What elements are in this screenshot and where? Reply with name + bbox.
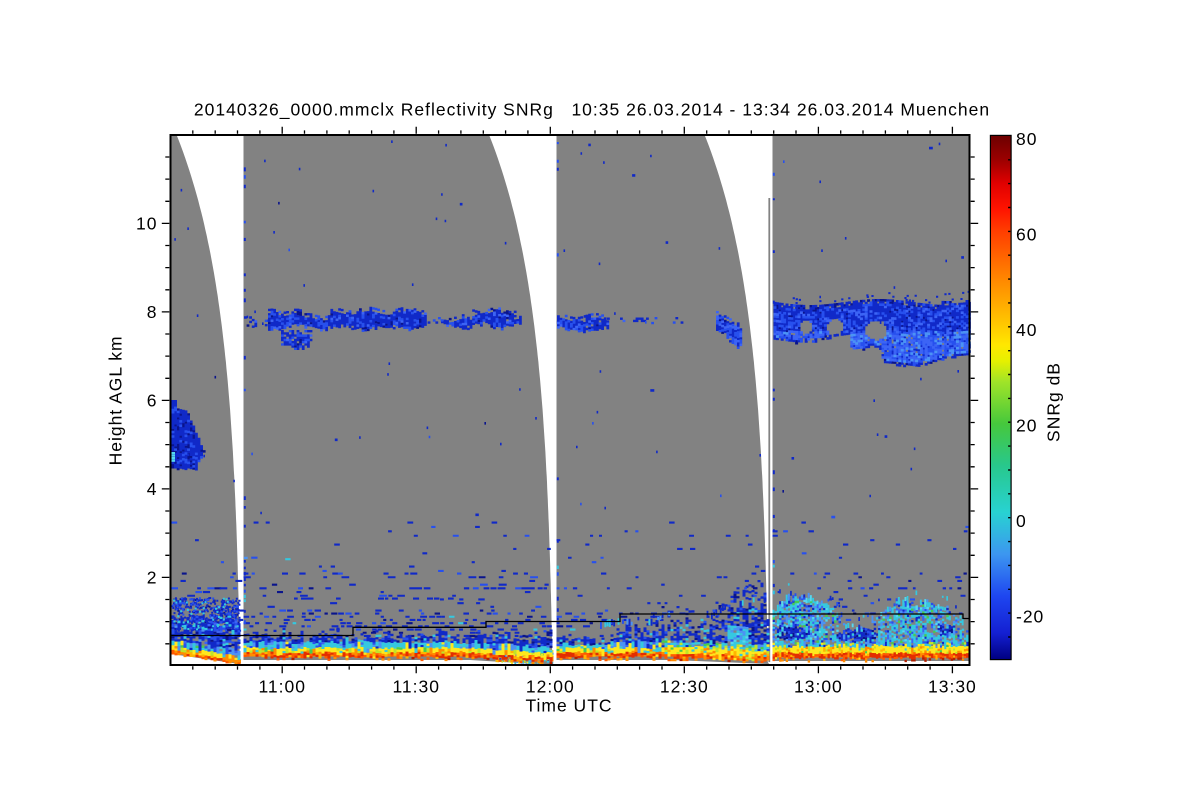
svg-text:11:30: 11:30: [392, 677, 440, 697]
svg-text:-20: -20: [1016, 606, 1044, 626]
svg-text:60: 60: [1016, 225, 1037, 245]
svg-text:6: 6: [147, 390, 158, 410]
svg-text:11:00: 11:00: [258, 677, 306, 697]
svg-text:4: 4: [147, 479, 158, 499]
svg-text:0: 0: [1016, 511, 1027, 531]
svg-text:SNRg dB: SNRg dB: [1044, 362, 1064, 442]
svg-text:40: 40: [1016, 320, 1037, 340]
svg-text:8: 8: [147, 302, 158, 322]
svg-text:20: 20: [1016, 415, 1037, 435]
svg-text:80: 80: [1016, 129, 1037, 149]
svg-text:12:30: 12:30: [660, 677, 709, 697]
svg-text:20140326_0000.mmclx Reflectivi: 20140326_0000.mmclx Reflectivity SNRg 10…: [194, 100, 990, 121]
svg-text:10: 10: [136, 213, 157, 233]
svg-text:2: 2: [147, 567, 158, 587]
svg-text:13:30: 13:30: [928, 677, 977, 697]
svg-text:13:00: 13:00: [794, 677, 843, 697]
svg-text:Height AGL km: Height AGL km: [106, 335, 126, 465]
svg-text:12:00: 12:00: [526, 677, 575, 697]
svg-text:Time UTC: Time UTC: [525, 696, 612, 716]
